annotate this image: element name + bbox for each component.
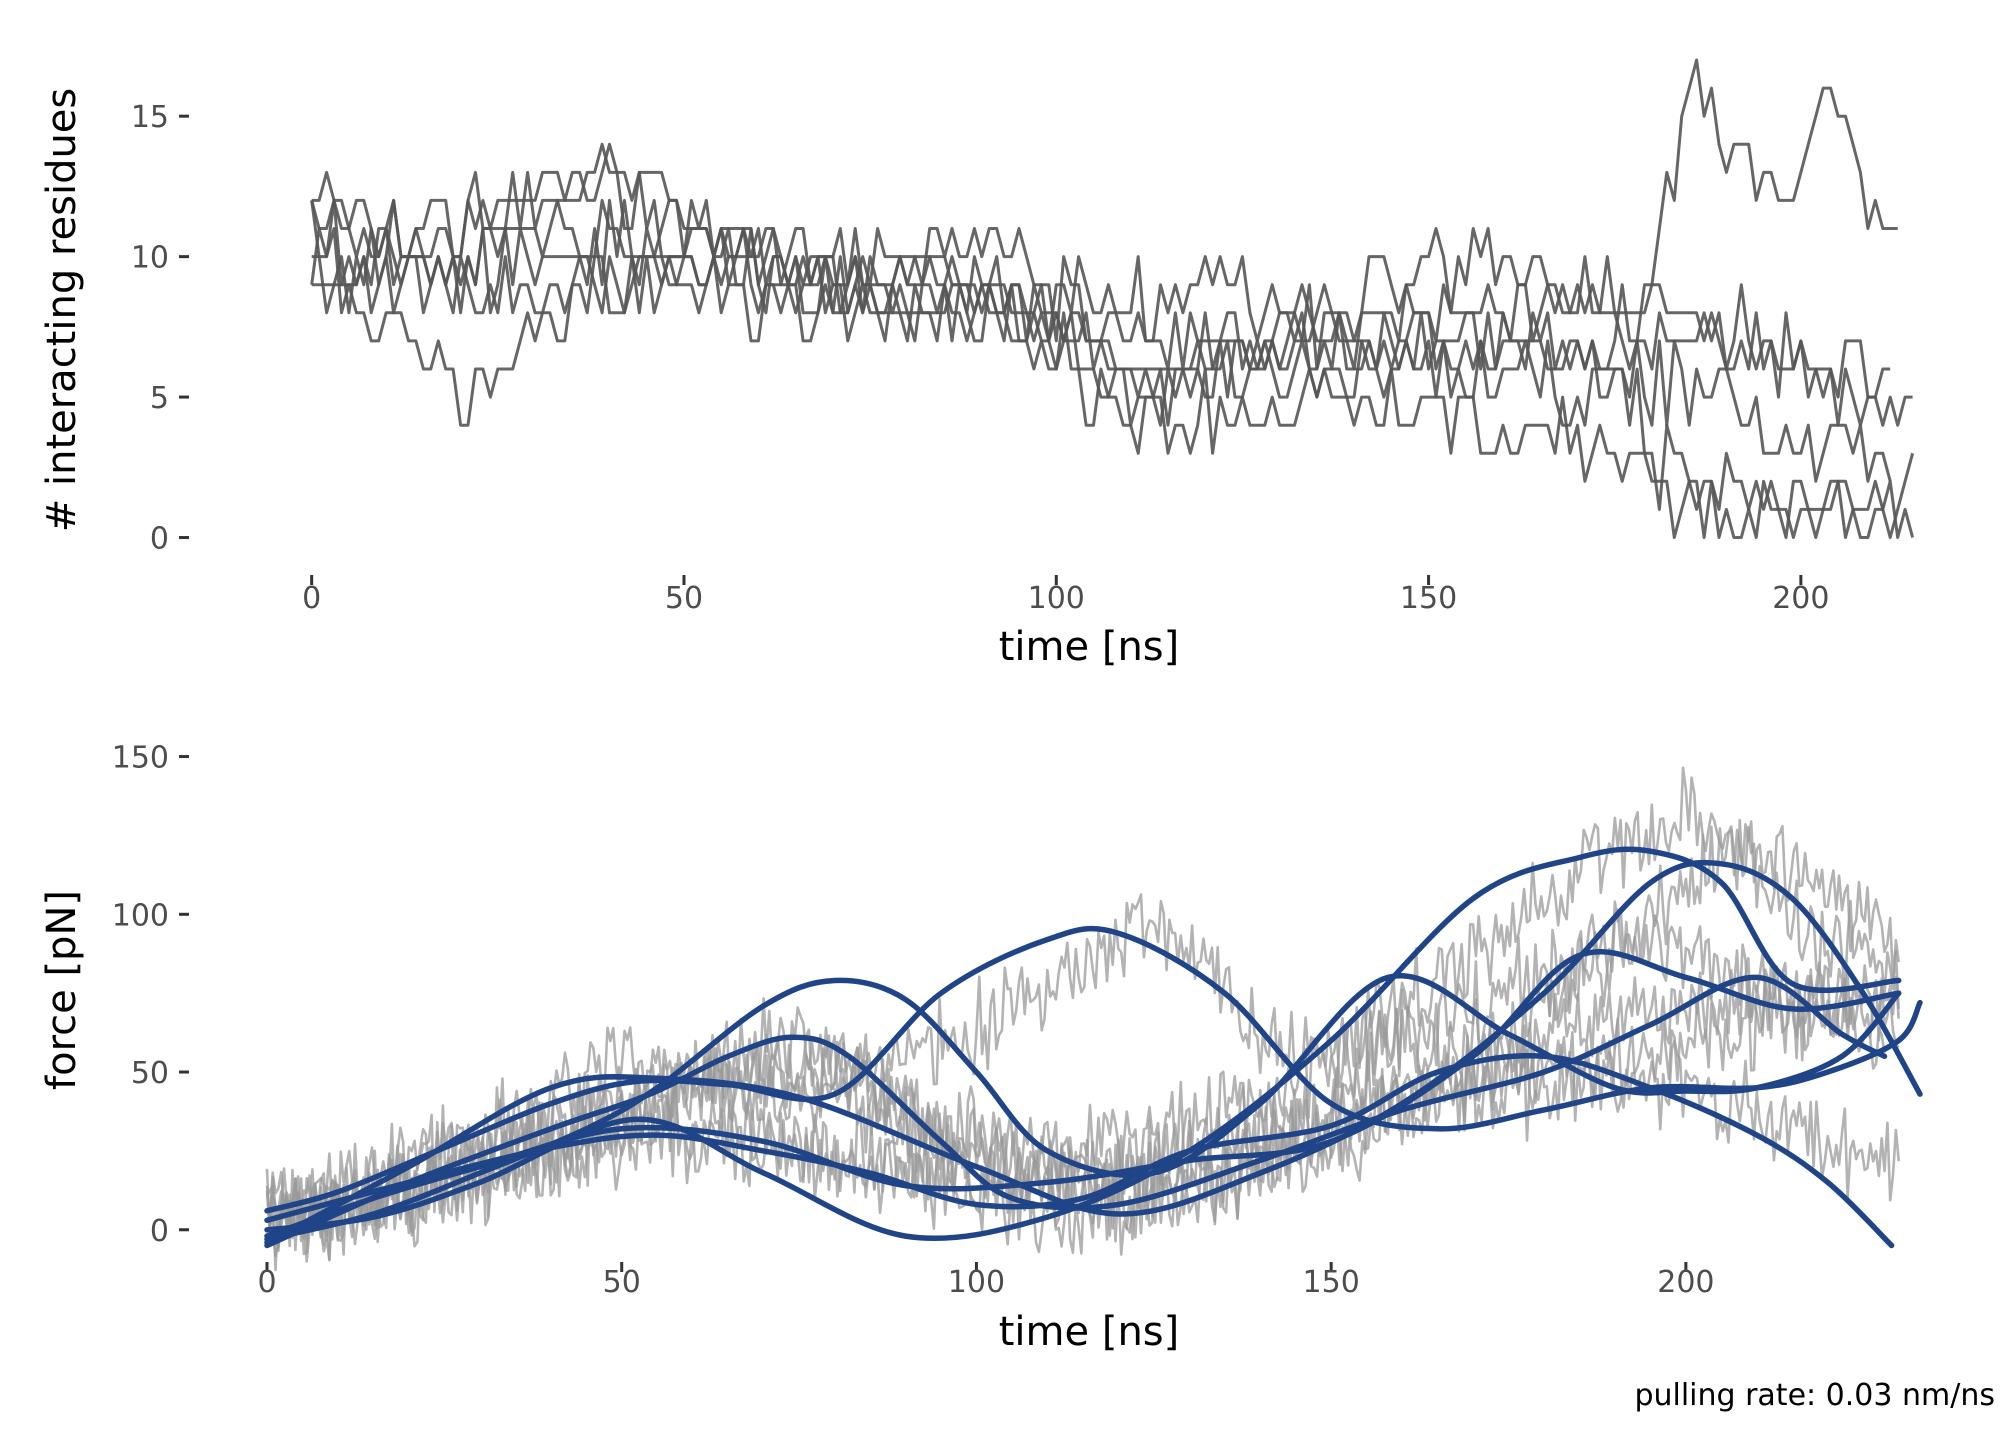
x-tick-label: 0: [302, 581, 321, 616]
x-axis-title: time [ns]: [999, 1309, 1180, 1355]
y-axis-title: force [pN]: [39, 890, 85, 1090]
x-tick-label: 100: [948, 1265, 1005, 1300]
smoothed-force-line: [264, 974, 1888, 1249]
y-tick-label: 150: [112, 741, 169, 776]
smoothed-force-line: [264, 925, 1923, 1214]
x-tick-label: 50: [603, 1265, 641, 1300]
y-tick-label: 15: [131, 100, 169, 135]
residue-trace-line: [310, 170, 1915, 539]
smoothed-force-line: [264, 859, 1923, 1246]
x-tick-label: 200: [1772, 581, 1829, 616]
force-panel: 0 50 100 150 0 50 100 150 200 time [ns] force [pN]: [39, 741, 1923, 1355]
pulling-rate-caption: pulling rate: 0.03 nm/ns: [1634, 1378, 1995, 1413]
y-axis-title: # interacting residues: [39, 88, 85, 533]
y-tick-label: 0: [150, 522, 169, 557]
x-axis-title: time [ns]: [999, 624, 1180, 670]
x-tick-label: 150: [1400, 581, 1457, 616]
y-tick-label: 100: [112, 898, 169, 933]
y-tick-label: 10: [131, 241, 169, 276]
x-tick-label: 150: [1303, 1265, 1360, 1300]
x-tick-label: 50: [665, 581, 703, 616]
x-tick-label: 0: [257, 1265, 276, 1300]
residue-trace-line: [311, 58, 1898, 427]
y-tick-label: 0: [150, 1214, 169, 1249]
smoothed-force-line: [264, 1052, 1895, 1249]
y-tick-label: 50: [131, 1056, 169, 1091]
smoothed-force-line: [264, 846, 1902, 1242]
raw-force-line: [265, 766, 1900, 1252]
x-tick-label: 200: [1657, 1265, 1714, 1300]
residue-trace-line: [311, 142, 1892, 483]
y-tick-label: 5: [150, 381, 169, 416]
residue-trace-line: [310, 142, 1891, 427]
x-tick-label: 100: [1028, 581, 1085, 616]
